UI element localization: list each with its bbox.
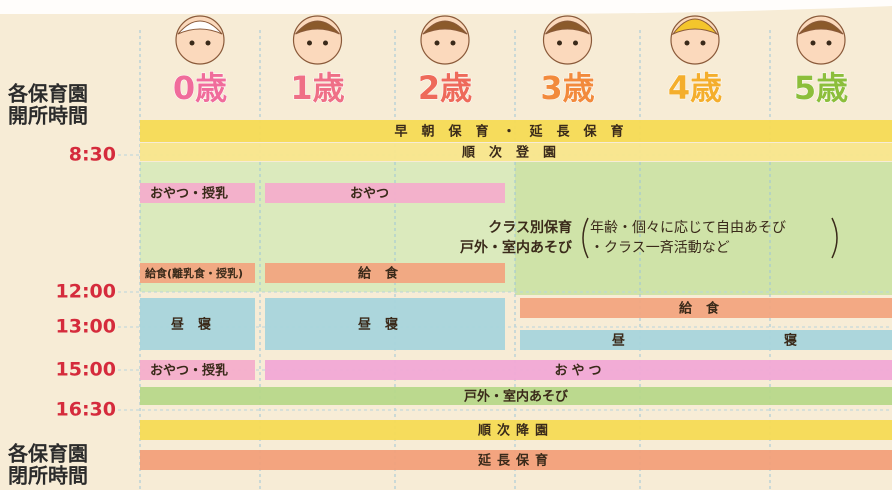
schedule-block <box>520 330 892 350</box>
eye <box>810 40 816 46</box>
child-hair <box>177 20 223 35</box>
hours-label: 各保育園 <box>7 82 88 106</box>
schedule-block <box>140 387 892 405</box>
eye <box>434 40 440 46</box>
schedule-block <box>140 360 255 380</box>
schedule-block <box>520 298 892 318</box>
block-label: 戸外・室内あそび <box>464 389 569 405</box>
schedule-block <box>140 420 892 440</box>
eye <box>307 40 312 46</box>
schedule-block <box>265 183 505 203</box>
class-care-note: ・クラス一斉活動など <box>590 240 730 256</box>
block-label: おやつ <box>554 364 605 379</box>
child-hair <box>798 20 844 35</box>
eye <box>189 40 195 46</box>
top-banner <box>0 0 892 14</box>
schedule-block <box>265 298 505 350</box>
block-label: 昼寝 <box>358 317 412 333</box>
class-care-note: 年齢・個々に応じて自由あそび <box>590 220 786 236</box>
block-label: 早朝保育・延長保育 <box>394 124 637 140</box>
age-label: 5歳 <box>794 69 848 107</box>
block-label: 順次降園 <box>478 423 554 439</box>
time-label: 13:00 <box>56 316 116 338</box>
eye <box>205 40 211 46</box>
hours-label: 開所時間 <box>8 104 88 128</box>
eye <box>700 40 706 46</box>
age-label: 0歳 <box>173 69 227 107</box>
hours-label: 各保育園 <box>7 442 88 466</box>
schedule-block <box>140 450 892 470</box>
child-hair <box>422 20 468 35</box>
block-label: 給食(離乳食・授乳) <box>145 266 243 280</box>
block-label: おやつ・授乳 <box>150 186 228 202</box>
class-care-label: 戸外・室内あそび <box>460 239 573 256</box>
eye <box>557 40 562 46</box>
block-label: 給食 <box>679 301 733 317</box>
schedule-block <box>140 143 892 161</box>
child-hair <box>671 18 719 36</box>
time-label: 12:00 <box>56 281 116 303</box>
block-label: おやつ・授乳 <box>150 363 228 379</box>
age-label: 1歳 <box>290 69 344 107</box>
bracket <box>831 217 838 259</box>
schedule-block <box>140 263 255 283</box>
block-label: 延長保育 <box>477 453 554 469</box>
block-label: 給食 <box>358 266 412 282</box>
schedule-block <box>140 120 892 142</box>
schedule-block <box>265 360 892 380</box>
block-label: おやつ <box>350 187 389 202</box>
time-label: 15:00 <box>56 359 116 381</box>
eye <box>323 40 328 46</box>
eye <box>573 40 578 46</box>
child-hair <box>545 20 590 35</box>
age-label: 2歳 <box>418 69 472 107</box>
eye <box>450 40 456 46</box>
time-label: 8:30 <box>69 144 116 166</box>
eye <box>684 40 690 46</box>
bracket <box>582 217 589 259</box>
age-label: 3歳 <box>540 69 594 107</box>
hours-label: 閉所時間 <box>8 464 88 488</box>
older-area <box>515 162 892 295</box>
schedule-block <box>265 263 505 283</box>
eye <box>826 40 832 46</box>
class-care-label: クラス別保育 <box>488 219 572 236</box>
block-label: 昼寝 <box>171 317 225 333</box>
block-label: 順次登園 <box>462 145 570 161</box>
schedule-block <box>140 183 255 203</box>
schedule-block <box>140 298 255 350</box>
time-label: 16:30 <box>56 399 116 421</box>
child-hair <box>295 20 340 35</box>
age-label: 4歳 <box>668 69 722 107</box>
